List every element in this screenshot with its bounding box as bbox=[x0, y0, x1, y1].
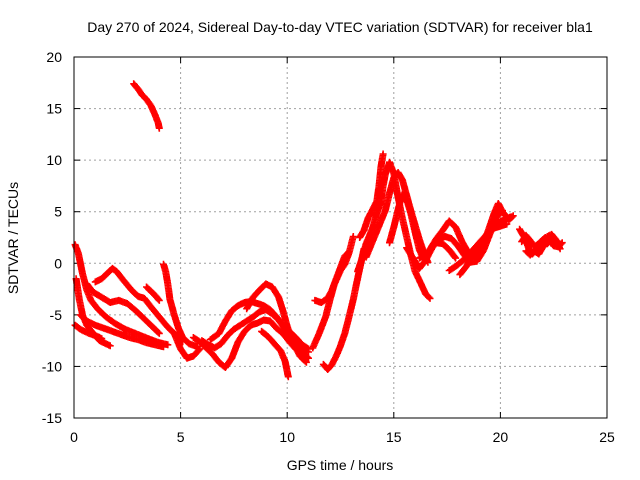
data-point bbox=[154, 328, 162, 336]
series-arc-4 bbox=[76, 311, 167, 351]
x-tick-label: 10 bbox=[279, 429, 295, 445]
y-tick-label: -15 bbox=[42, 410, 62, 426]
x-tick-label: 20 bbox=[493, 429, 509, 445]
y-tick-label: 10 bbox=[46, 152, 62, 168]
axis-ticks: 0 5 10 15 20 25 -15 -10 -5 0 5 10 15 20 bbox=[42, 49, 615, 445]
series-arc-20 bbox=[356, 150, 387, 241]
data-point bbox=[164, 341, 172, 349]
x-tick-label: 15 bbox=[386, 429, 402, 445]
series-arc-8 bbox=[130, 80, 163, 132]
series-arc-10 bbox=[170, 329, 204, 362]
series-arc-5 bbox=[83, 280, 163, 337]
data-point bbox=[154, 295, 162, 303]
series-arc-14 bbox=[243, 280, 310, 366]
series-arc-17 bbox=[319, 245, 368, 373]
x-tick-label: 0 bbox=[70, 429, 78, 445]
series-arc-7 bbox=[143, 283, 163, 304]
series-arc-9 bbox=[160, 260, 202, 351]
data-point bbox=[426, 294, 434, 302]
data-point bbox=[379, 150, 387, 158]
series-arc-18 bbox=[311, 248, 353, 306]
series-arc-15 bbox=[258, 327, 292, 381]
data-point bbox=[160, 343, 167, 351]
data-point bbox=[349, 233, 357, 240]
x-axis-label: GPS time / hours bbox=[287, 457, 394, 473]
data-point bbox=[98, 335, 106, 343]
data-point bbox=[284, 373, 292, 381]
y-tick-label: 0 bbox=[54, 255, 62, 271]
data-point bbox=[155, 329, 163, 337]
y-tick-label: -10 bbox=[42, 358, 62, 374]
data-point bbox=[425, 293, 433, 301]
series-arc-29 bbox=[522, 230, 564, 259]
data-marks bbox=[71, 80, 566, 381]
chart-title: Day 270 of 2024, Sidereal Day-to-day VTE… bbox=[87, 19, 593, 35]
data-point bbox=[507, 213, 515, 221]
data-point bbox=[302, 358, 310, 366]
data-point bbox=[452, 254, 460, 262]
y-tick-label: 5 bbox=[54, 204, 62, 220]
data-point bbox=[195, 346, 203, 354]
series-arc-3 bbox=[71, 321, 106, 343]
series-arc-13 bbox=[206, 297, 312, 353]
data-point bbox=[106, 342, 114, 350]
data-point bbox=[305, 345, 312, 353]
data-point bbox=[503, 220, 511, 228]
data-point bbox=[451, 253, 459, 261]
y-axis-label: SDTVAR / TECUs bbox=[5, 182, 21, 294]
series-arc-1 bbox=[71, 241, 172, 349]
y-tick-label: -5 bbox=[50, 307, 63, 323]
x-tick-label: 5 bbox=[177, 429, 185, 445]
data-point bbox=[344, 249, 352, 257]
data-point bbox=[345, 248, 353, 256]
data-point bbox=[155, 124, 163, 132]
data-point bbox=[301, 357, 309, 365]
plot-frame bbox=[73, 56, 608, 419]
y-tick-label: 20 bbox=[46, 49, 62, 65]
x-tick-label: 25 bbox=[599, 429, 615, 445]
data-point bbox=[155, 296, 163, 304]
data-point bbox=[556, 245, 564, 253]
series-arc-26 bbox=[456, 213, 515, 279]
data-point bbox=[196, 345, 204, 353]
y-tick-label: 15 bbox=[46, 101, 62, 117]
